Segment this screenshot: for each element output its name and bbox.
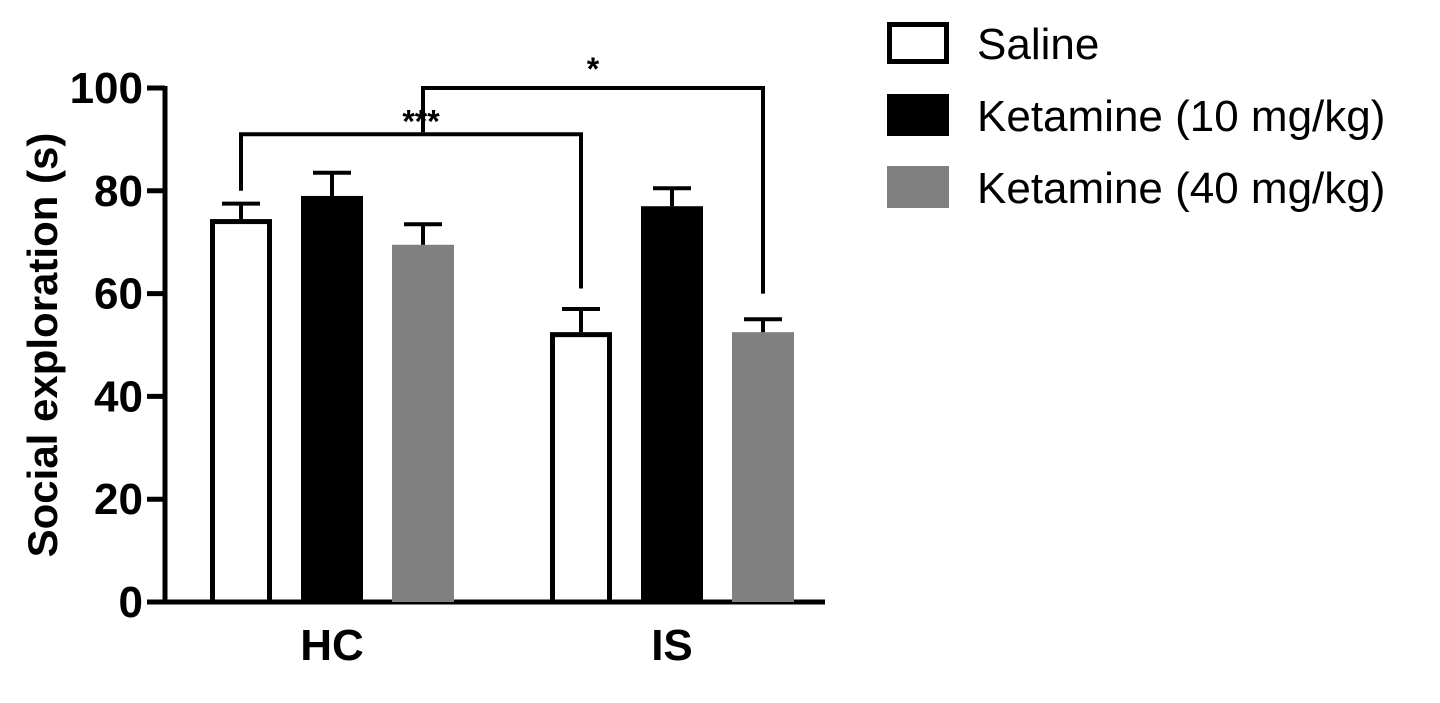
legend-label: Saline [977, 20, 1099, 69]
bar [301, 195, 363, 602]
y-tick-label: 80 [94, 167, 143, 216]
y-tick-label: 60 [94, 270, 143, 319]
x-category-label: HC [300, 621, 364, 670]
legend: Saline Ketamine (10 mg/kg) Ketamine (40 mg… [887, 20, 1385, 213]
bar [550, 332, 612, 605]
y-tick-label: 40 [94, 372, 143, 421]
y-tick-label: 100 [70, 64, 143, 113]
bar [392, 244, 454, 602]
legend-label: Ketamine (40 mg/kg) [977, 164, 1385, 213]
bar [732, 332, 794, 602]
bar [641, 206, 703, 602]
significance-bracket [421, 86, 765, 294]
significance-label: * [587, 51, 600, 87]
x-category-label: IS [651, 621, 693, 670]
y-tick-label: 20 [94, 475, 143, 524]
y-tick-label: 0 [119, 578, 143, 627]
significance-bracket [239, 132, 583, 289]
bar [210, 219, 272, 605]
legend-swatch [887, 94, 949, 136]
legend-swatch [887, 22, 949, 64]
y-axis-label: Social exploration (s) [19, 133, 66, 558]
legend-label: Ketamine (10 mg/kg) [977, 92, 1385, 141]
legend-swatch [887, 166, 949, 208]
